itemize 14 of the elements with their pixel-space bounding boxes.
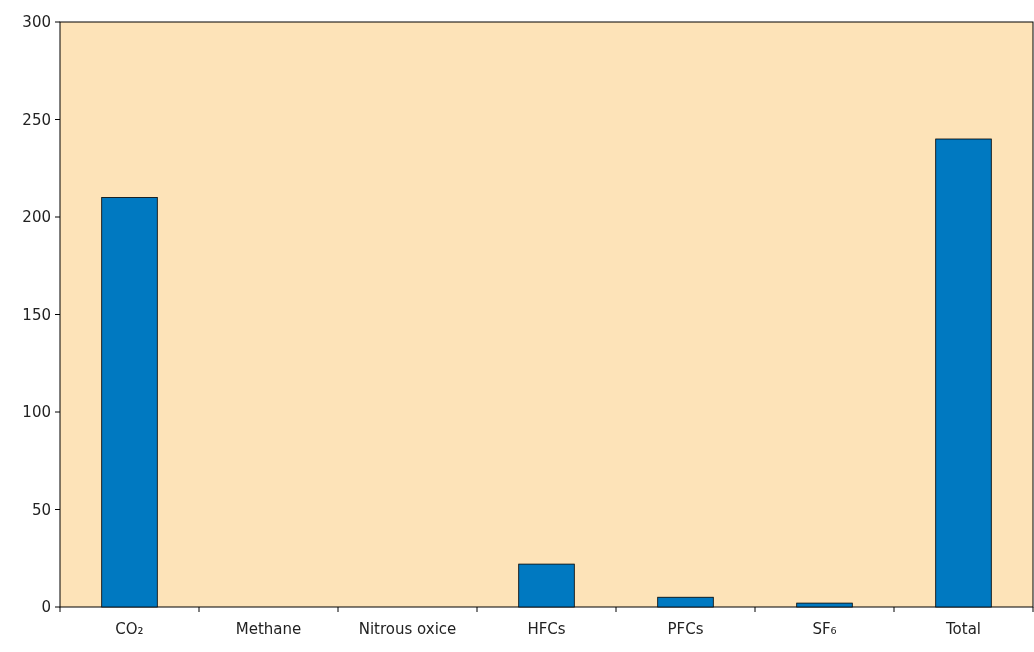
x-tick-label: SF₆ [812,620,837,638]
x-tick-label: Methane [235,620,302,638]
y-tick-label: 200 [22,208,51,227]
x-tick-label: CO₂ [115,620,144,638]
y-tick-label: 50 [31,500,51,519]
x-tick-label: Total [944,620,982,638]
x-tick-label: Nitrous oxice [358,620,457,638]
x-tick-label: HFCs [527,620,566,638]
y-tick-label: 0 [41,598,51,617]
y-tick-label: 250 [22,110,51,129]
y-tick-label: 150 [22,305,51,324]
x-tick-label: PFCs [667,620,704,638]
y-tick-label: 300 [22,13,51,32]
y-tick-label: 100 [22,403,51,422]
